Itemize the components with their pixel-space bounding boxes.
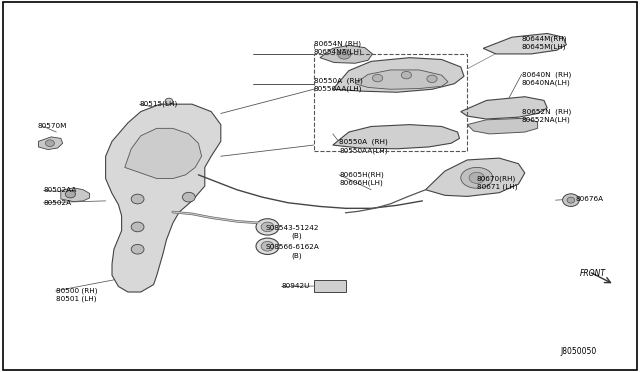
Text: 80670(RH): 80670(RH) — [477, 175, 516, 182]
Ellipse shape — [338, 49, 351, 59]
Text: 80644M(RH): 80644M(RH) — [522, 36, 567, 42]
Text: 80652NA(LH): 80652NA(LH) — [522, 116, 570, 123]
Text: 80550A  (RH): 80550A (RH) — [314, 77, 362, 84]
Text: 80502A: 80502A — [44, 200, 72, 206]
Text: S08566-6162A: S08566-6162A — [266, 244, 319, 250]
Text: 80676A: 80676A — [576, 196, 604, 202]
Text: 80654N (RH): 80654N (RH) — [314, 40, 360, 47]
Polygon shape — [38, 137, 63, 150]
Text: 80605H(RH): 80605H(RH) — [339, 171, 384, 178]
Text: 80500 (RH): 80500 (RH) — [56, 288, 97, 294]
Ellipse shape — [131, 244, 144, 254]
Text: 80640NA(LH): 80640NA(LH) — [522, 79, 570, 86]
Text: 80550AA(LH): 80550AA(LH) — [339, 147, 388, 154]
Text: 80550A  (RH): 80550A (RH) — [339, 139, 388, 145]
Bar — [314, 280, 346, 292]
Text: 80671 (LH): 80671 (LH) — [477, 183, 517, 190]
Text: 80654NA(LH): 80654NA(LH) — [314, 48, 362, 55]
Ellipse shape — [65, 190, 76, 198]
Polygon shape — [467, 118, 538, 134]
Text: 80501 (LH): 80501 (LH) — [56, 296, 96, 302]
Polygon shape — [483, 33, 566, 54]
Bar — [314, 54, 467, 151]
Polygon shape — [61, 188, 90, 202]
Ellipse shape — [131, 194, 144, 204]
Text: S08543-51242: S08543-51242 — [266, 225, 319, 231]
Ellipse shape — [469, 172, 484, 183]
Text: 80570M: 80570M — [37, 124, 67, 129]
Polygon shape — [106, 104, 221, 292]
Text: 80645M(LH): 80645M(LH) — [522, 44, 566, 51]
Ellipse shape — [45, 140, 54, 147]
Ellipse shape — [165, 98, 173, 104]
Ellipse shape — [401, 71, 412, 79]
Text: 80550AA(LH): 80550AA(LH) — [314, 86, 362, 92]
Ellipse shape — [372, 74, 383, 82]
Text: 80515(LH): 80515(LH) — [140, 101, 178, 108]
Ellipse shape — [261, 241, 274, 251]
Text: 80640N  (RH): 80640N (RH) — [522, 71, 571, 78]
Ellipse shape — [261, 222, 274, 232]
Polygon shape — [461, 97, 547, 119]
Polygon shape — [426, 158, 525, 196]
Polygon shape — [125, 128, 202, 179]
Ellipse shape — [182, 192, 195, 202]
Polygon shape — [355, 70, 448, 89]
Text: J8050050: J8050050 — [560, 347, 596, 356]
Ellipse shape — [256, 219, 279, 235]
Text: 80942U: 80942U — [282, 283, 310, 289]
Ellipse shape — [131, 222, 144, 232]
Text: (B): (B) — [291, 252, 302, 259]
Ellipse shape — [427, 75, 437, 83]
Text: 80652N  (RH): 80652N (RH) — [522, 108, 571, 115]
Polygon shape — [333, 58, 464, 92]
Text: 80606H(LH): 80606H(LH) — [339, 180, 383, 186]
Text: (B): (B) — [291, 232, 302, 239]
Ellipse shape — [256, 238, 279, 254]
Ellipse shape — [563, 194, 579, 206]
Ellipse shape — [461, 167, 493, 188]
Polygon shape — [320, 45, 372, 63]
Ellipse shape — [567, 197, 575, 203]
Text: 80502AA: 80502AA — [44, 187, 77, 193]
Polygon shape — [333, 125, 460, 149]
Text: FRONT: FRONT — [580, 269, 606, 278]
